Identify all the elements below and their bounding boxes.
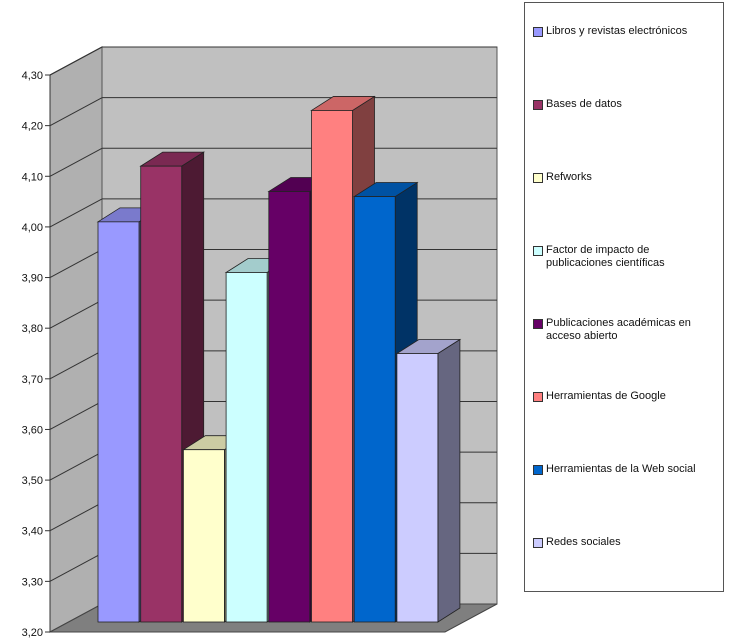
y-tick-label: 3,20	[22, 627, 43, 639]
gridline	[49, 502, 103, 532]
legend-item: Redes sociales	[533, 536, 719, 549]
legend-swatch	[533, 27, 543, 37]
y-tick-label: 3,60	[22, 424, 43, 436]
y-tick-label: 3,30	[22, 576, 43, 588]
bar-front	[182, 449, 225, 623]
y-tick-label: 4,30	[22, 70, 43, 82]
bar-front	[311, 110, 353, 623]
legend-item: Herramientas de Google	[533, 390, 719, 403]
bar-front	[268, 191, 311, 623]
y-axis: 3,20 3,30 3,40 3,50 3,60 3,70 3,80 3,90 4,00 4,10…	[22, 70, 51, 639]
legend-item: Bases de datos	[533, 98, 719, 111]
bar	[395, 338, 462, 623]
side-wall	[49, 46, 103, 633]
gridline	[49, 249, 103, 278]
legend-label: Redes sociales	[546, 536, 621, 548]
y-tick-label: 3,40	[22, 526, 43, 538]
legend-label: Refworks	[546, 171, 592, 183]
y-tick-label: 4,20	[22, 121, 43, 133]
gridline	[49, 401, 103, 430]
legend-item: Herramientas de la Web social	[533, 463, 719, 476]
bar-front	[225, 272, 268, 623]
legend-label: Herramientas de Google	[546, 390, 666, 402]
legend-swatch	[533, 246, 543, 256]
bar-front	[97, 221, 140, 623]
legend-swatch	[533, 392, 543, 402]
y-tick-label: 3,90	[22, 273, 43, 285]
legend-item: Libros y revistas electrónicos	[533, 25, 719, 38]
legend-swatch	[533, 100, 543, 110]
legend-label: Bases de datos	[546, 98, 622, 110]
y-tick-label: 3,80	[22, 323, 43, 335]
legend-item: Refworks	[533, 171, 719, 184]
bar-front	[140, 165, 183, 623]
gridline	[49, 350, 103, 380]
legend-item: Factor de impacto de publicaciones cient…	[533, 244, 719, 270]
gridline	[49, 198, 103, 228]
bars	[96, 95, 462, 623]
legend-swatch	[533, 538, 543, 548]
gridline	[49, 97, 103, 127]
legend-label: Publicaciones académicas en acceso abier…	[546, 317, 691, 342]
bar-front	[353, 196, 396, 623]
legend-swatch	[533, 319, 543, 329]
gridline	[49, 552, 103, 582]
bar-front	[396, 353, 439, 623]
y-tick-label: 4,00	[22, 222, 43, 234]
gridline	[49, 299, 103, 329]
legend-swatch	[533, 465, 543, 475]
legend-item: Publicaciones académicas en acceso abier…	[533, 317, 719, 343]
legend: Libros y revistas electrónicos Bases de d…	[524, 2, 724, 592]
legend-label: Libros y revistas electrónicos	[546, 25, 688, 37]
gridline	[49, 451, 103, 481]
y-tick-label: 4,10	[22, 171, 43, 183]
gridline	[49, 147, 103, 177]
y-tick-label: 3,70	[22, 374, 43, 386]
bar-side	[437, 338, 461, 623]
legend-swatch	[533, 173, 543, 183]
legend-label: Factor de impacto de publicaciones cient…	[546, 244, 665, 269]
legend-label: Herramientas de la Web social	[546, 463, 696, 475]
y-tick-label: 3,50	[22, 475, 43, 487]
gridline	[49, 46, 103, 76]
